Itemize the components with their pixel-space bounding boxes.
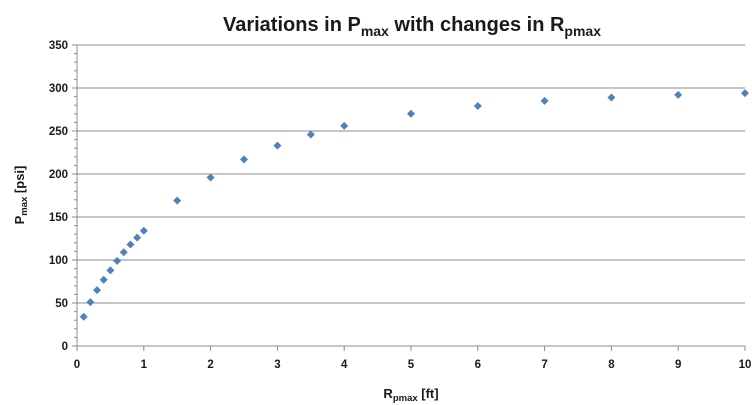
x-tick-label: 3: [274, 359, 280, 371]
data-point: [206, 173, 215, 182]
y-tick-labels: 0 50 100 150 200 250 300 350: [49, 40, 68, 353]
x-axis-label-base: R: [383, 386, 393, 401]
y-tick-label: 50: [55, 298, 68, 310]
gridlines: [77, 44, 745, 304]
x-tick-label: 0: [74, 359, 80, 371]
x-tick-label: 5: [408, 359, 415, 371]
y-tick-label: 350: [49, 40, 68, 52]
title-middle: with changes in R: [389, 14, 565, 36]
y-axis-label-subscript: max: [19, 196, 30, 216]
data-point: [106, 266, 115, 275]
data-point: [540, 96, 549, 105]
y-tick-label: 300: [49, 83, 68, 95]
data-point: [306, 130, 315, 139]
data-point: [173, 196, 182, 205]
axes: [76, 45, 745, 347]
data-point: [407, 109, 415, 118]
data-point: [273, 141, 282, 150]
x-axis-label-unit: [ft]: [418, 386, 439, 401]
chart-title: Variations in Pmax with changes in Rpmax: [223, 14, 601, 39]
title-prefix: Variations in P: [223, 14, 361, 36]
data-point: [119, 248, 128, 257]
data-point: [607, 93, 616, 102]
x-tick-label: 4: [341, 359, 348, 371]
x-tick-label: 6: [475, 359, 481, 371]
y-tick-label: 200: [49, 169, 68, 181]
x-axis-label: Rpmax [ft]: [383, 386, 438, 404]
data-points: [79, 89, 749, 321]
x-tick-label: 9: [675, 359, 681, 371]
y-tick-label: 100: [49, 255, 68, 267]
data-point: [340, 121, 349, 130]
data-point: [113, 256, 122, 265]
y-tick-label: 150: [49, 212, 68, 224]
x-tick-label: 10: [739, 359, 752, 371]
y-tick-label: 250: [49, 126, 68, 138]
data-point: [473, 102, 482, 111]
x-tick-label: 7: [541, 359, 547, 371]
data-point: [674, 90, 683, 99]
data-point: [741, 89, 749, 98]
data-point: [139, 226, 148, 235]
data-point: [86, 298, 95, 307]
y-tick-label: 0: [62, 341, 68, 353]
data-point: [93, 286, 102, 295]
x-tick-label: 2: [207, 359, 213, 371]
title-prefix-subscript: max: [361, 23, 389, 39]
y-axis-label-unit: [psi]: [12, 166, 27, 197]
y-axis-label: Pmax [psi]: [12, 166, 30, 225]
data-point: [133, 233, 142, 242]
x-tick-label: 8: [608, 359, 615, 371]
data-point: [126, 240, 135, 249]
data-point: [99, 275, 108, 284]
y-axis-label-base: P: [12, 215, 27, 224]
x-tick-labels: 0 1 2 3 4 5 6 7 8 9 10: [74, 359, 752, 371]
x-tick-label: 1: [141, 359, 148, 371]
x-axis-label-subscript: pmax: [393, 393, 419, 404]
tick-marks: [72, 44, 746, 351]
data-point: [240, 155, 248, 164]
title-middle-subscript: pmax: [564, 23, 601, 39]
data-point: [79, 312, 88, 321]
